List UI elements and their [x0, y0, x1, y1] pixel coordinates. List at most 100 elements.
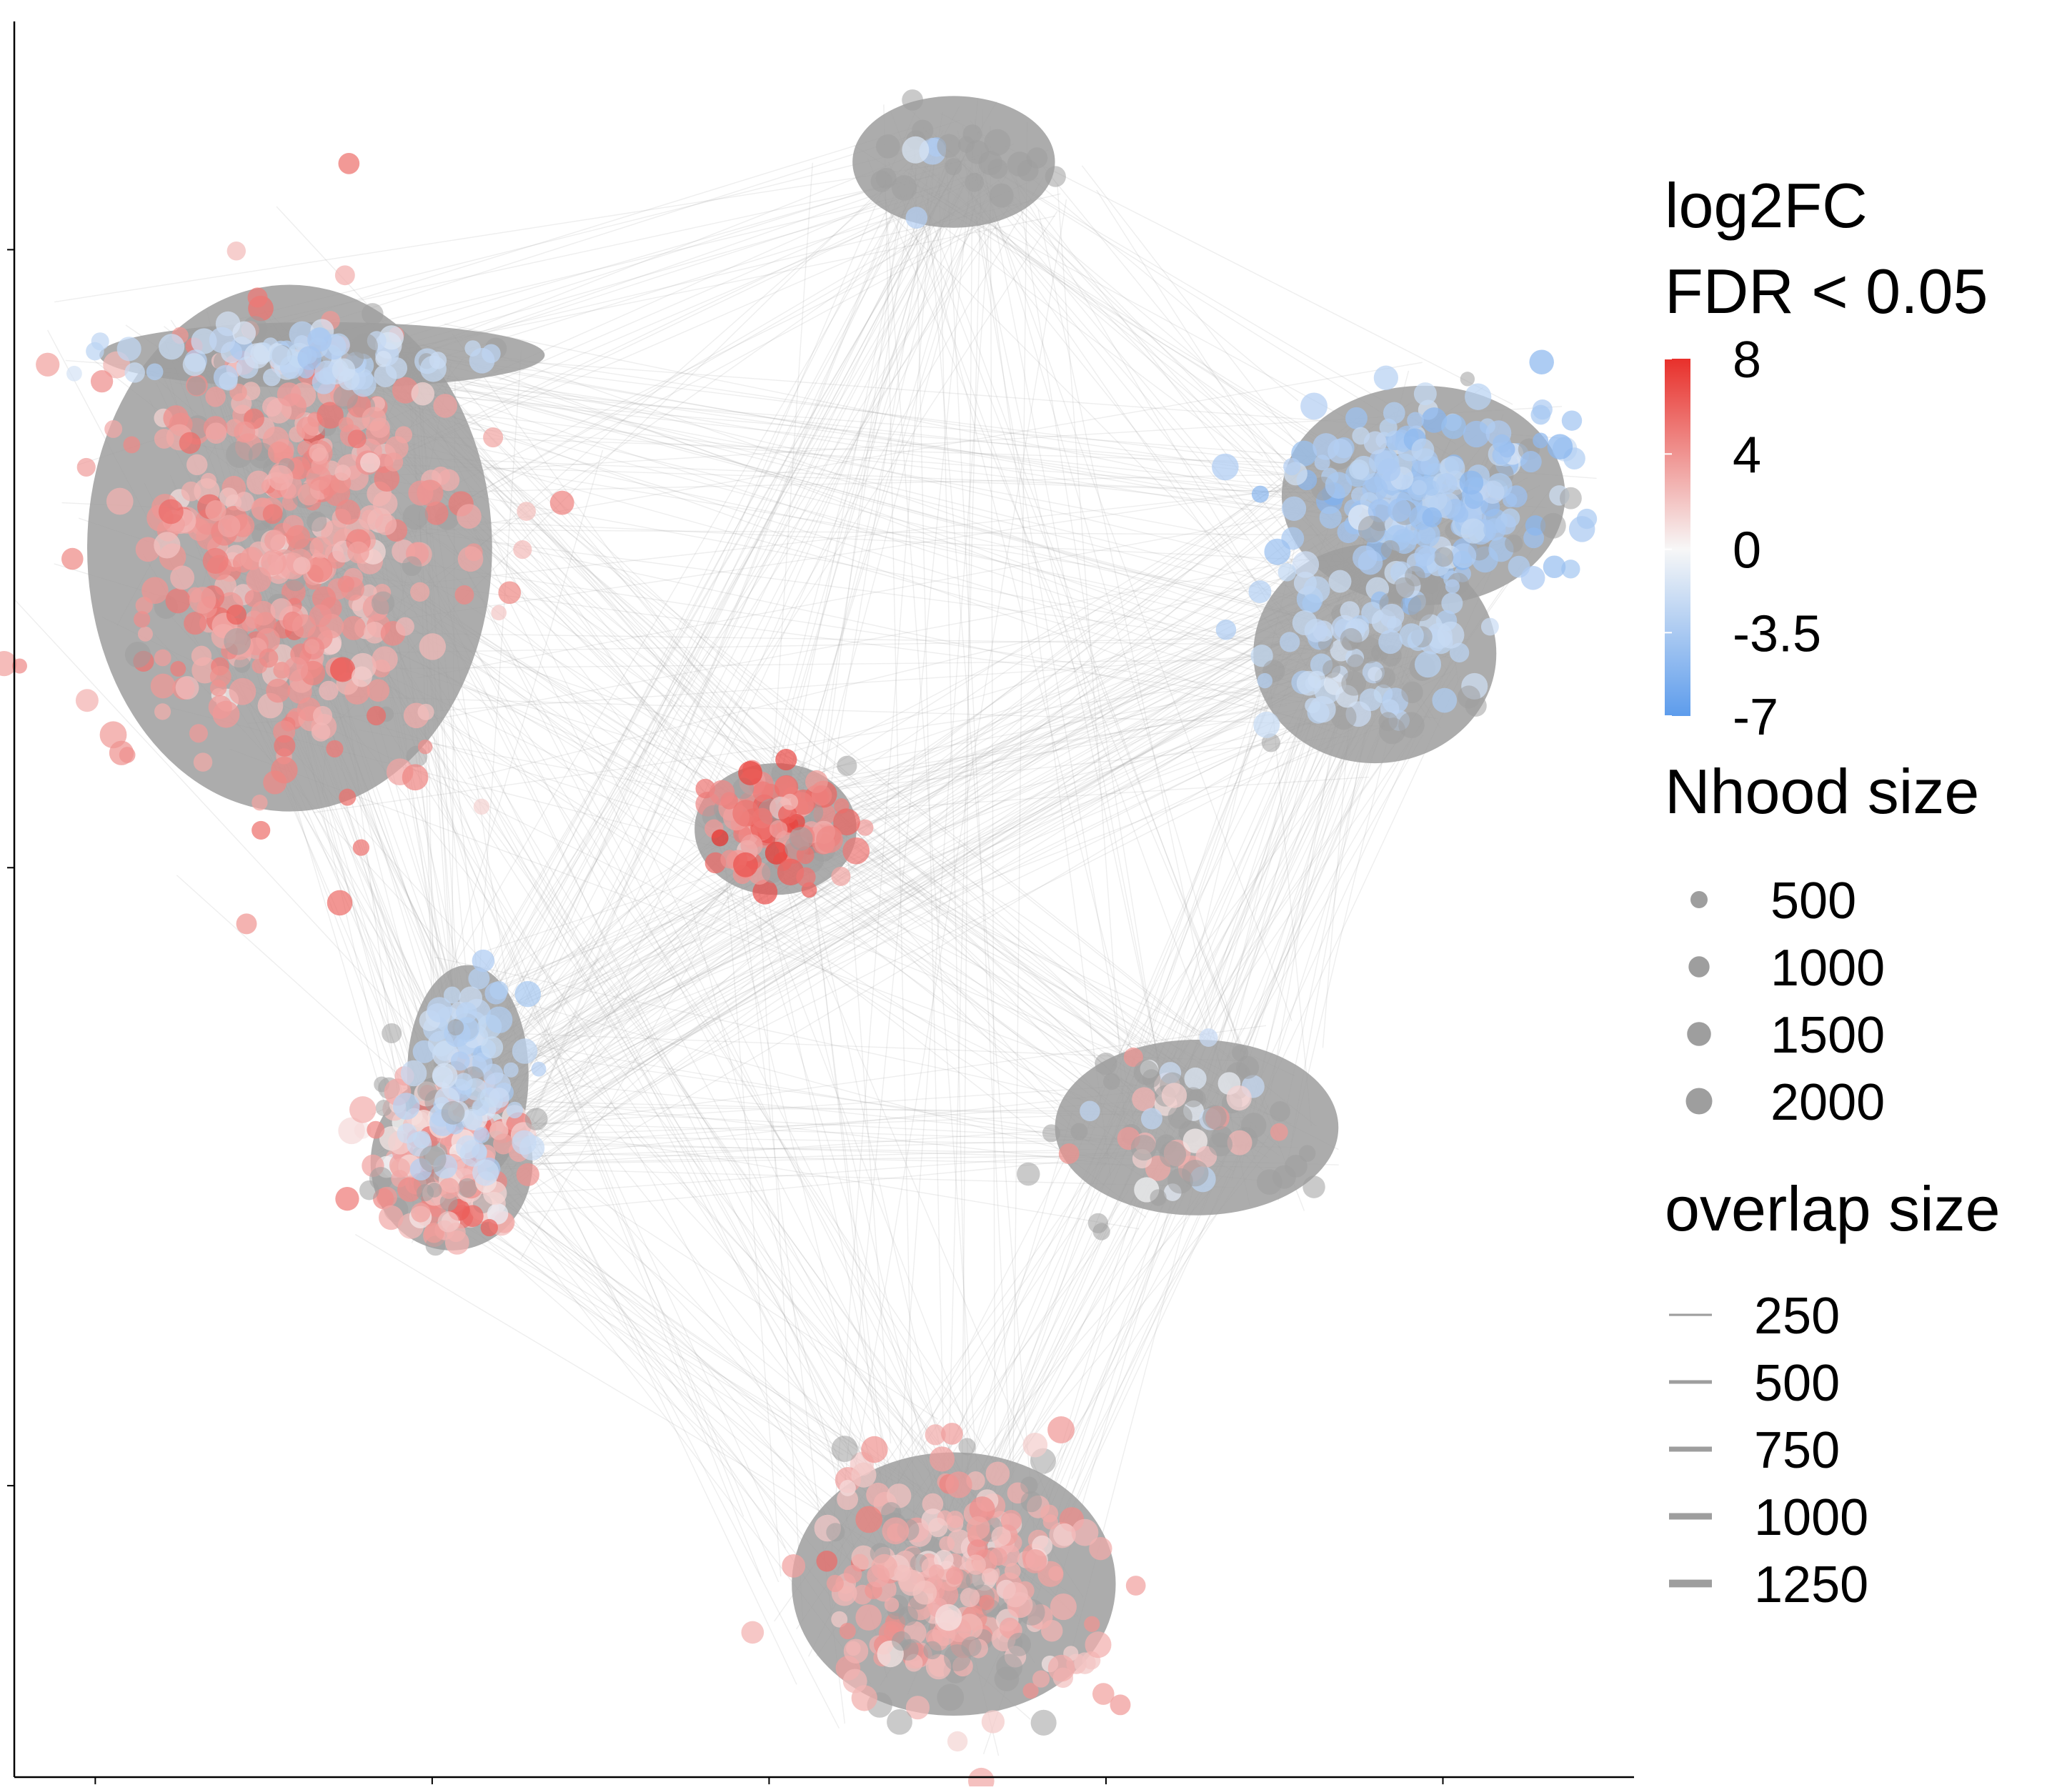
nhood-node: [840, 1479, 856, 1496]
nhood-node: [855, 1506, 883, 1533]
nhood-node: [75, 689, 99, 712]
nhood-node: [1291, 440, 1318, 467]
color-legend-title-line1: log2FC: [1665, 170, 1868, 241]
overlap-edge: [769, 162, 813, 803]
nhood-node: [549, 490, 574, 515]
nhood-node: [1110, 1694, 1131, 1716]
nhood-node: [473, 798, 490, 815]
nhood-node: [385, 357, 408, 379]
nhood-node: [347, 429, 367, 449]
overlap-edge: [424, 532, 1409, 1050]
overlap-edge: [429, 672, 1316, 1147]
nhood-node: [892, 1631, 912, 1651]
overlap-edge: [884, 188, 990, 1641]
size-legend-title: Nhood size: [1665, 756, 1979, 827]
nhood-node: [191, 645, 212, 667]
overlap-edge: [229, 748, 1191, 1107]
nhood-node: [424, 501, 449, 525]
overlap-edge: [741, 472, 1359, 797]
overlap-edge: [452, 688, 1373, 1238]
overlap-edge: [945, 109, 984, 1601]
nhood-node: [1330, 704, 1357, 730]
nhood-node: [1235, 1055, 1260, 1079]
nhood-node: [811, 785, 832, 806]
nhood-node: [1182, 1160, 1209, 1187]
nhood-node: [929, 1446, 955, 1472]
nhood-node: [375, 1100, 392, 1117]
nhood-node: [1248, 580, 1272, 604]
nhood-node: [454, 585, 474, 605]
nhood-node: [412, 1130, 431, 1149]
nhood-node: [928, 1564, 945, 1580]
nhood-node: [937, 134, 961, 158]
nhood-node: [226, 441, 253, 468]
nhood-node: [1140, 1108, 1163, 1130]
nodes-layer: [0, 89, 1598, 1790]
nhood-node: [335, 499, 361, 525]
nhood-node: [1047, 1654, 1075, 1682]
nhood-node: [170, 565, 195, 590]
edge-legend-title: overlap size: [1665, 1173, 2001, 1244]
nhood-node: [1459, 470, 1484, 495]
overlap-edge: [336, 347, 1262, 1085]
nhood-node: [417, 1081, 437, 1101]
nhood-node: [179, 432, 201, 454]
nhood-node: [861, 1436, 888, 1463]
nhood-node: [1256, 1169, 1282, 1195]
nhood-node: [902, 89, 924, 111]
nhood-node: [978, 151, 1003, 176]
nhood-node: [831, 866, 851, 886]
nhood-node: [219, 372, 238, 391]
nhood-node: [1007, 1632, 1032, 1656]
nhood-node: [1089, 1536, 1112, 1561]
nhood-node: [945, 1471, 972, 1498]
nhood-node: [1080, 1100, 1100, 1122]
nhood-node: [226, 605, 247, 625]
nhood-node: [967, 1539, 988, 1561]
overlap-edge: [563, 200, 960, 1120]
nhood-node: [337, 575, 355, 593]
nhood-node: [999, 1617, 1020, 1639]
nhood-node: [283, 657, 309, 682]
nhood-node: [247, 287, 268, 308]
nhood-node: [1241, 1113, 1267, 1138]
nhood-node: [246, 567, 272, 592]
nhood-node: [1463, 420, 1490, 448]
overlap-edge: [357, 354, 1175, 1133]
nhood-node: [1020, 1491, 1042, 1513]
nhood-node: [304, 639, 320, 655]
overlap-edge: [770, 591, 1335, 759]
overlap-edge: [887, 161, 1256, 1160]
nhood-node: [384, 452, 404, 472]
nhood-node: [224, 627, 251, 655]
nhood-node: [90, 370, 114, 393]
size-legend-key: [1690, 891, 1708, 908]
nhood-node: [831, 1611, 848, 1628]
overlap-edge: [1010, 121, 1028, 1638]
nhood-node: [1530, 404, 1551, 425]
nhood-node: [1561, 560, 1580, 579]
nhood-node: [1378, 630, 1403, 655]
nhood-node: [498, 581, 522, 605]
nhood-node: [159, 334, 185, 360]
overlap-edge: [375, 359, 1357, 614]
nhood-node: [1414, 651, 1442, 678]
overlap-edge: [295, 694, 1424, 728]
nhood-node: [293, 557, 311, 575]
nhood-node: [472, 1143, 487, 1160]
nhood-node: [1323, 660, 1341, 678]
nhood-node: [1423, 578, 1439, 595]
nhood-node: [1042, 1124, 1060, 1143]
overlap-edge: [334, 354, 1448, 655]
overlap-edge: [479, 176, 1044, 1143]
nhood-node: [271, 756, 298, 784]
nhood-node: [417, 703, 434, 720]
overlap-edge: [461, 1208, 859, 1518]
edge-legend-label: 750: [1754, 1422, 1840, 1479]
nhood-node: [796, 846, 815, 865]
nhood-node: [989, 183, 1014, 208]
size-legend-key: [1685, 1088, 1713, 1115]
overlap-edge: [1057, 184, 1125, 1120]
overlap-edge: [473, 671, 1451, 1140]
